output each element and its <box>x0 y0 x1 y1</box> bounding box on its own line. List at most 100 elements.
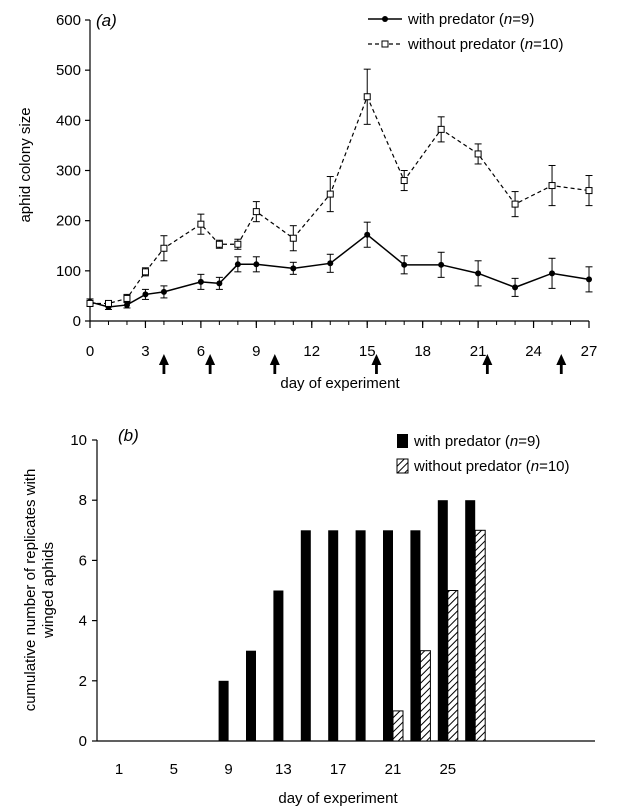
bar-with-predator <box>218 680 229 741</box>
panel-a-y-tick-label: 100 <box>56 263 81 280</box>
panel-b-x-tick-label: 5 <box>170 761 178 778</box>
spray-arrow-icon <box>371 354 382 374</box>
data-point <box>142 291 149 298</box>
data-point <box>512 284 519 291</box>
bar-with-predator <box>246 650 256 741</box>
data-point <box>215 240 223 248</box>
series-line <box>90 95 590 305</box>
data-point <box>252 208 260 216</box>
bar-with-predator <box>273 590 284 741</box>
data-point <box>234 240 242 248</box>
data-point <box>234 261 241 268</box>
data-point <box>86 299 94 307</box>
legend-swatch-with-predator <box>397 434 408 448</box>
panel-b-axes: 0 2 4 6 8 10 1 5 9 13 17 21 25 <box>70 432 595 778</box>
panel-a-y-axis-label: aphid colony size <box>17 107 34 222</box>
legend-marker-without-predator <box>381 40 389 48</box>
data-point <box>549 270 556 277</box>
data-point <box>364 231 371 238</box>
panel-b-label: (b) <box>118 426 139 445</box>
panel-b-x-axis-label: day of experiment <box>278 790 398 807</box>
panel-a-y-tick-label: 500 <box>56 62 81 79</box>
data-point <box>197 278 204 285</box>
panel-b-y-tick-label: 2 <box>79 673 87 690</box>
data-point <box>327 260 334 267</box>
data-point <box>197 220 205 228</box>
bar-without-predator <box>419 650 431 742</box>
bar-with-predator <box>465 500 476 741</box>
panel-a-x-tick-label: 9 <box>252 343 260 360</box>
panel-b-y-axis-label-line2: winged aphids <box>40 542 57 639</box>
panel-a-x-tick-label: 12 <box>303 343 320 360</box>
panel-a-x-tick-label: 0 <box>86 343 94 360</box>
panel-a-x-tick-label: 21 <box>470 343 487 360</box>
spray-arrow-icon <box>158 354 169 374</box>
data-point <box>363 93 371 101</box>
bar-with-predator <box>355 530 366 741</box>
panel-b-x-tick-label: 25 <box>439 761 456 778</box>
spray-arrow-icon <box>205 354 216 374</box>
legend-swatch-without-predator <box>396 458 409 474</box>
bar-with-predator <box>437 500 448 741</box>
data-point <box>290 265 297 272</box>
data-point <box>585 187 593 195</box>
legend-marker-with-predator <box>382 16 388 22</box>
panel-a-label: (a) <box>96 11 117 30</box>
data-point <box>400 177 408 185</box>
bar-with-predator <box>410 530 421 741</box>
panel-a-y-tick-label: 300 <box>56 163 81 180</box>
panel-a-y-tick-label: 0 <box>73 313 81 330</box>
panel-a-line-chart: (a) aphid colony size day of experiment … <box>17 11 597 392</box>
legend-entry-with-predator: with predator (n=9) <box>368 11 534 28</box>
panel-b-y-axis-label-line1: cumulative number of replicates with <box>22 469 39 712</box>
legend-label-with-predator: with predator (n=9) <box>407 11 534 28</box>
panel-b-bars <box>218 500 486 742</box>
bar-without-predator <box>392 710 404 742</box>
panel-b-y-tick-label: 0 <box>79 733 87 750</box>
legend-entry-without-predator: without predator (n=10) <box>368 36 564 53</box>
panel-b-x-tick-label: 13 <box>275 761 292 778</box>
bar-with-predator <box>328 530 339 741</box>
legend-label-with-predator: with predator (n=9) <box>413 433 540 450</box>
panel-b-y-tick-label: 6 <box>79 552 87 569</box>
data-point <box>253 261 260 268</box>
series-without-predator <box>86 68 593 307</box>
data-point <box>438 261 445 268</box>
data-point <box>511 200 519 208</box>
data-point <box>437 125 445 133</box>
bar-without-predator <box>474 529 486 742</box>
data-point <box>104 299 112 307</box>
panel-a-axes: 0 100 200 300 400 500 600 0 3 6 9 12 15 18 21 24 27 <box>56 12 597 360</box>
panel-b-y-tick-label: 10 <box>70 432 87 449</box>
data-point <box>548 182 556 190</box>
panel-b-legend: with predator (n=9) without predator (n=… <box>396 433 570 475</box>
legend-label-without-predator: without predator (n=10) <box>413 458 570 475</box>
panel-a-x-tick-label: 3 <box>141 343 149 360</box>
data-point <box>474 150 482 158</box>
data-point <box>289 234 297 242</box>
data-point <box>160 244 168 252</box>
panel-b-x-tick-label: 17 <box>330 761 347 778</box>
data-point <box>160 288 167 295</box>
series-with-predator <box>86 221 593 310</box>
panel-a-x-tick-label: 18 <box>414 343 431 360</box>
data-point <box>123 301 130 308</box>
panel-a-x-tick-label: 15 <box>359 343 376 360</box>
legend-label-without-predator: without predator (n=10) <box>407 36 564 53</box>
panel-a-x-axis-label: day of experiment <box>280 375 400 392</box>
bar-without-predator <box>447 590 459 742</box>
panel-a-legend: with predator (n=9) without predator (n=… <box>368 11 564 53</box>
panel-a-y-tick-label: 600 <box>56 12 81 29</box>
data-point <box>475 270 482 277</box>
bar-with-predator <box>383 530 393 741</box>
legend-entry-without-predator: without predator (n=10) <box>396 458 570 475</box>
series-line <box>89 233 590 308</box>
panel-b-bar-chart: (b) cumulative number of replicates with… <box>22 426 595 807</box>
panel-a-spray-arrows <box>158 354 567 374</box>
panel-b-y-tick-label: 4 <box>79 613 87 630</box>
data-point <box>141 268 149 276</box>
spray-arrow-icon <box>556 354 567 374</box>
data-point <box>326 190 334 198</box>
panel-a-series <box>86 68 593 310</box>
